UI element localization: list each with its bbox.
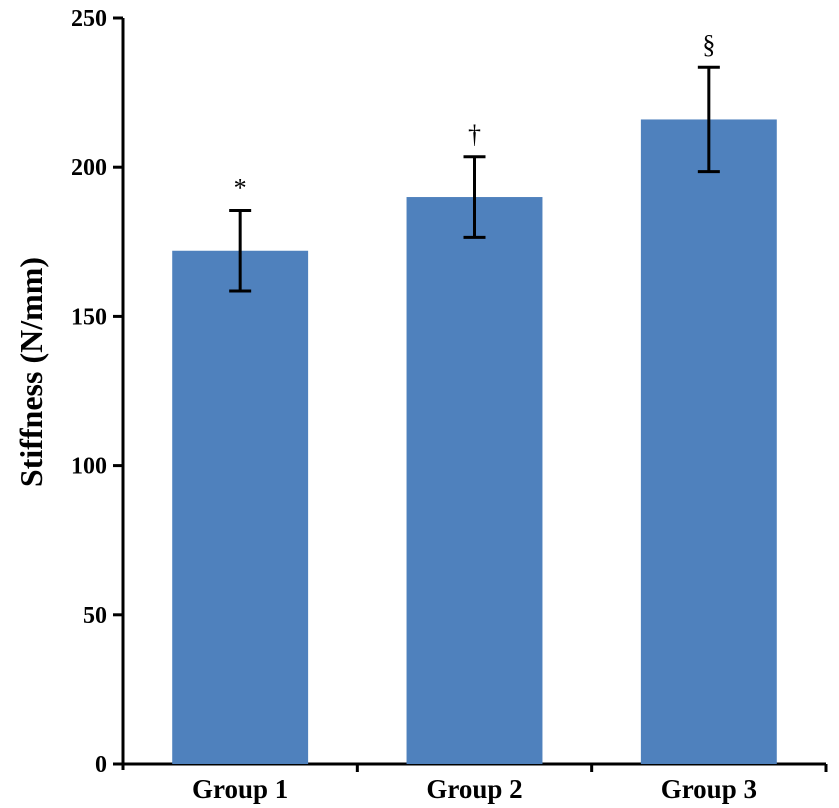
bars xyxy=(172,119,777,765)
y-tick-label: 100 xyxy=(71,454,107,480)
annotations: * † § xyxy=(234,30,716,202)
y-axis: 0 50 100 150 200 250 xyxy=(71,6,125,778)
bar xyxy=(172,250,309,764)
bar xyxy=(640,119,777,765)
x-tick-label: Group 3 xyxy=(661,774,757,804)
x-tick-label: Group 2 xyxy=(426,774,522,804)
significance-marker: § xyxy=(702,30,715,59)
error-bars xyxy=(229,65,720,293)
x-axis: Group 1 Group 2 Group 3 xyxy=(117,762,828,804)
y-tick-label: 50 xyxy=(83,603,107,629)
bar xyxy=(406,197,543,765)
y-axis-title: Stiffness (N/mm) xyxy=(13,257,49,487)
y-tick-label: 250 xyxy=(71,6,107,32)
x-tick-label: Group 1 xyxy=(192,774,288,804)
significance-marker: † xyxy=(468,120,481,149)
y-tick-label: 150 xyxy=(71,304,107,330)
significance-marker: * xyxy=(234,173,247,202)
y-tick-label: 200 xyxy=(71,155,107,181)
y-tick-label: 0 xyxy=(95,752,107,778)
